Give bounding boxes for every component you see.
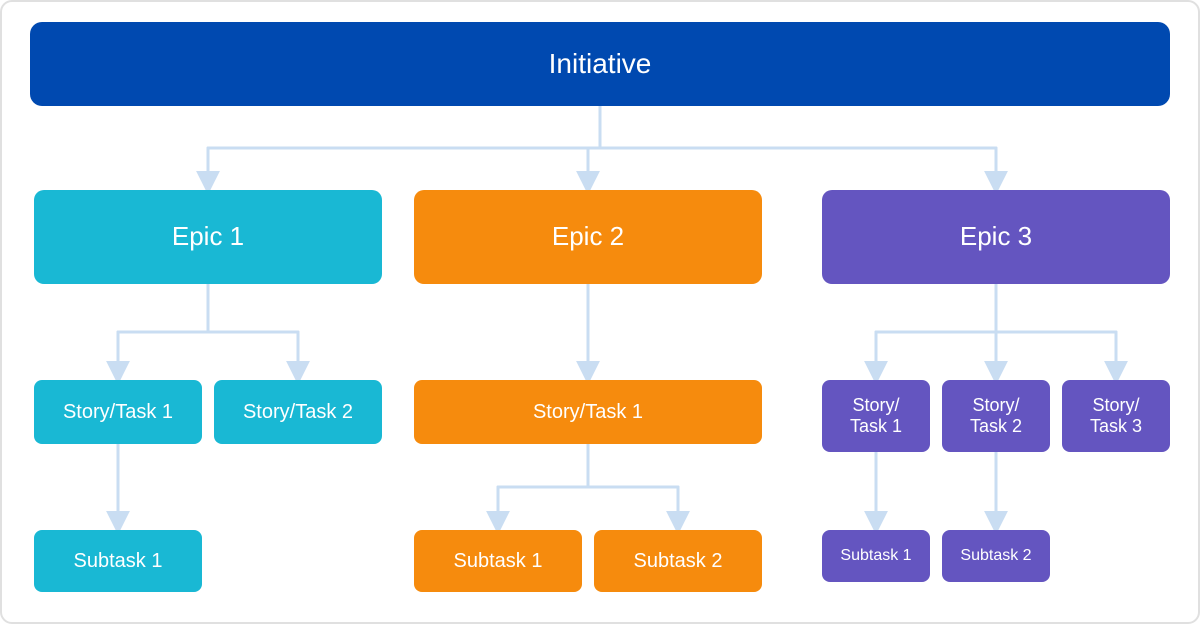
node-e1_story1: Story/Task 1 — [34, 380, 202, 444]
node-epic1: Epic 1 — [34, 190, 382, 284]
node-e1_sub1: Subtask 1 — [34, 530, 202, 592]
node-e2_sub2: Subtask 2 — [594, 530, 762, 592]
node-e2_sub1: Subtask 1 — [414, 530, 582, 592]
node-e3_story2: Story/ Task 2 — [942, 380, 1050, 452]
node-e3_sub1: Subtask 1 — [822, 530, 930, 582]
node-e1_story2: Story/Task 2 — [214, 380, 382, 444]
node-e2_story1: Story/Task 1 — [414, 380, 762, 444]
node-epic2: Epic 2 — [414, 190, 762, 284]
node-epic3: Epic 3 — [822, 190, 1170, 284]
diagram-frame: Initiative Epic 1 Epic 2 Epic 3 Story/Task 1… — [0, 0, 1200, 624]
node-e3_sub2: Subtask 2 — [942, 530, 1050, 582]
node-e3_story3: Story/ Task 3 — [1062, 380, 1170, 452]
node-e3_story1: Story/ Task 1 — [822, 380, 930, 452]
node-initiative: Initiative — [30, 22, 1170, 106]
